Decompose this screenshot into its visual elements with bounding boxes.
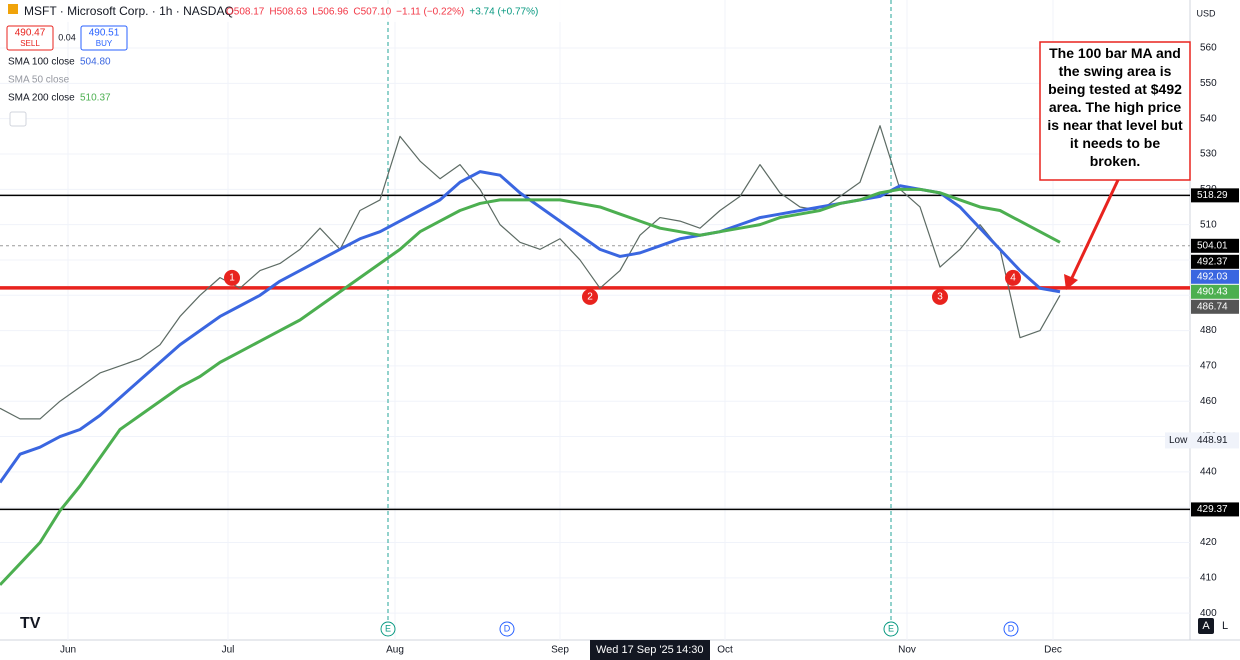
event-label: D	[1008, 623, 1015, 633]
crosshair-date: Wed 17 Sep '25	[596, 644, 674, 656]
swing-marker	[932, 288, 948, 305]
annotation-box	[1039, 41, 1191, 181]
y-tick-label: 510	[1200, 219, 1217, 230]
x-tick-label: Jun	[60, 645, 76, 656]
auto-button[interactable]	[1198, 618, 1214, 634]
annotation-wrap: The 100 bar MA and the swing area is bei…	[1047, 45, 1183, 169]
price-label-bg	[1191, 502, 1239, 517]
symbol-icon	[8, 4, 18, 14]
price-label: 492.03	[1197, 271, 1228, 282]
header-bg	[0, 0, 600, 22]
y-tick-label: 470	[1200, 361, 1217, 372]
price-label: 518.29	[1197, 190, 1228, 201]
ohlc-value: +3.74 (+0.77%)	[469, 7, 538, 18]
price-label-bg	[1191, 269, 1239, 284]
event-icon	[499, 621, 515, 637]
auto-label: A	[1202, 620, 1210, 632]
x-tick-label: Aug	[386, 645, 404, 656]
price-label: 490.43	[1197, 286, 1228, 297]
legend-value: 504.80	[80, 57, 111, 68]
buy-button[interactable]	[80, 25, 128, 51]
crosshair-label	[590, 640, 710, 660]
y-tick-label: 420	[1200, 537, 1217, 548]
y-tick-label: 530	[1200, 149, 1217, 160]
sell-price: 490.47	[15, 28, 46, 39]
price-label: 486.74	[1197, 301, 1228, 312]
low-label-bg	[1165, 432, 1239, 449]
price-label-bg	[1191, 188, 1239, 203]
event-label: D	[504, 623, 511, 633]
price-label: 504.01	[1197, 240, 1228, 251]
x-tick-label: Oct	[717, 645, 733, 656]
y-tick-label: 400	[1200, 608, 1217, 619]
sell-label: SELL	[20, 39, 40, 48]
x-tick-label: Dec	[1044, 645, 1062, 656]
price-label: 429.37	[1197, 504, 1228, 515]
low-label: Low	[1169, 435, 1188, 446]
event-icon	[380, 621, 396, 637]
legend-name: SMA 200 close	[8, 93, 75, 104]
y-tick-label: 550	[1200, 78, 1217, 89]
ohlc-value: H508.63	[269, 7, 307, 18]
event-icon	[1003, 621, 1019, 637]
y-tick-label: 410	[1200, 572, 1217, 583]
y-tick-label: 540	[1200, 113, 1217, 124]
price-label: 492.37	[1197, 256, 1228, 267]
swing-marker-label: 2	[587, 291, 593, 302]
swing-marker	[224, 269, 240, 286]
y-tick-label: 480	[1200, 325, 1217, 336]
annotation-arrow	[1068, 179, 1120, 283]
spread: 0.04	[58, 32, 76, 42]
annotation: The 100 bar MA and the swing area is bei…	[1047, 45, 1183, 169]
x-tick-label: Jul	[222, 645, 235, 656]
x-tick-label: Sep	[551, 645, 569, 656]
y-tick-label: 440	[1200, 467, 1217, 478]
price-label-bg	[1191, 284, 1239, 299]
currency[interactable]: USD	[1196, 8, 1216, 18]
swing-marker	[1005, 269, 1021, 286]
collapse-button[interactable]	[9, 111, 27, 127]
buy-label: BUY	[96, 39, 113, 48]
price-line	[0, 125, 1061, 420]
crosshair-time: 14:30	[676, 644, 704, 656]
price-label-bg	[1191, 238, 1239, 253]
buy-price: 490.51	[89, 28, 120, 39]
sell-button[interactable]	[6, 25, 54, 51]
ohlc-value: L506.96	[312, 7, 349, 18]
log-label[interactable]: L	[1222, 620, 1228, 632]
arrow-head	[1064, 274, 1078, 290]
swing-marker-label: 1	[229, 272, 235, 283]
ohlc-value: O508.17	[226, 7, 265, 18]
event-label: E	[385, 623, 391, 633]
legend-value: 510.37	[80, 93, 111, 104]
swing-marker-label: 3	[937, 291, 943, 302]
event-icon	[883, 621, 899, 637]
low-value: 448.91	[1197, 435, 1228, 446]
y-tick-label: 460	[1200, 396, 1217, 407]
legend-hidden: SMA 50 close	[8, 75, 70, 86]
x-tick-label: Nov	[898, 645, 916, 656]
symbol: MSFT · Microsoft Corp. · 1h · NASDAQ	[24, 4, 234, 18]
event-label: E	[888, 623, 894, 633]
ohlc: O508.17 H508.63 L506.96 C507.10 −1.11 (−0.22…	[226, 7, 538, 18]
price-label-bg	[1191, 299, 1239, 314]
ohlc-value: −1.11 (−0.22%)	[396, 7, 464, 18]
swing-marker-label: 4	[1010, 272, 1016, 283]
ma-line	[0, 187, 1061, 586]
legend-name: SMA 100 close	[8, 57, 75, 68]
price-label-bg	[1191, 254, 1239, 269]
y-tick-label: 560	[1200, 43, 1217, 54]
logo: TV	[20, 615, 41, 632]
swing-marker	[582, 288, 598, 305]
ohlc-value: C507.10	[353, 7, 391, 18]
